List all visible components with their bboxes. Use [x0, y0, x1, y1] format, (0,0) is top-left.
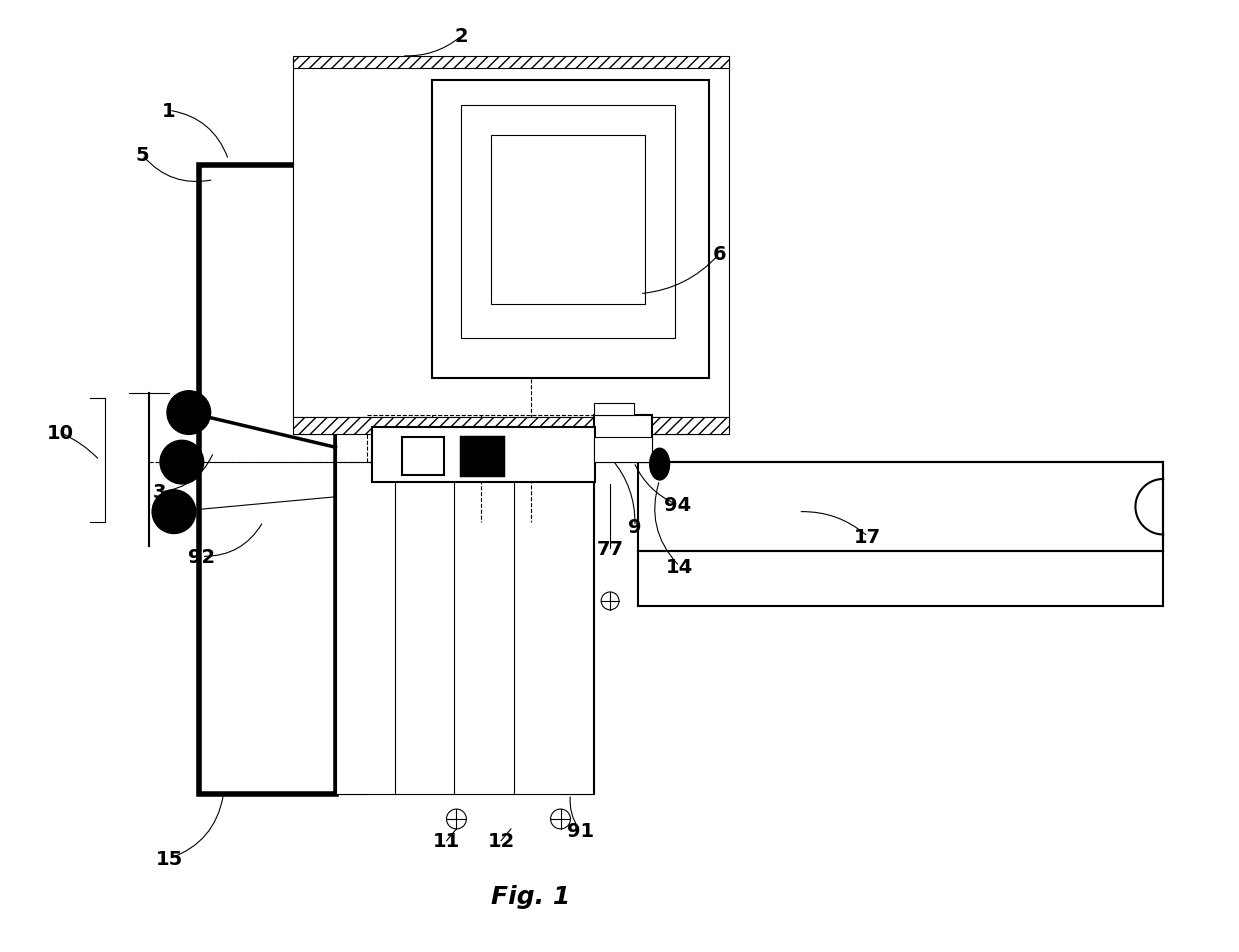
Bar [292, 417, 729, 435]
Bar [595, 438, 652, 463]
Text: 5: 5 [135, 147, 149, 165]
Bar [198, 166, 336, 794]
Text: 92: 92 [188, 547, 216, 566]
Text: 91: 91 [566, 822, 593, 841]
Text: 14: 14 [665, 557, 693, 576]
Bar [292, 56, 729, 69]
Text: 11: 11 [432, 831, 460, 850]
Text: 12: 12 [487, 831, 514, 850]
Text: 1: 1 [162, 102, 176, 121]
Circle shape [167, 391, 211, 435]
Bar [491, 136, 644, 305]
Bar [372, 428, 595, 483]
Circle shape [160, 441, 203, 485]
Text: 94: 94 [664, 496, 691, 515]
Text: 17: 17 [854, 527, 881, 546]
Text: 77: 77 [597, 539, 623, 558]
Text: 10: 10 [46, 424, 73, 443]
Text: 15: 15 [155, 849, 182, 868]
Bar [461, 438, 503, 475]
Text: 9: 9 [628, 518, 642, 537]
Bar [595, 404, 634, 415]
Bar [292, 59, 729, 423]
Bar [638, 463, 1163, 552]
Bar [595, 415, 652, 463]
Text: 6: 6 [712, 246, 726, 264]
Bar [431, 82, 709, 379]
Circle shape [152, 490, 196, 534]
Bar [563, 433, 595, 794]
Text: 2: 2 [455, 28, 468, 47]
Text: 3: 3 [152, 483, 166, 502]
Bar [336, 433, 367, 794]
Bar [461, 107, 674, 339]
Ellipse shape [649, 448, 669, 481]
Bar [336, 428, 593, 794]
Bar [401, 438, 444, 475]
Text: Fig. 1: Fig. 1 [491, 884, 570, 908]
